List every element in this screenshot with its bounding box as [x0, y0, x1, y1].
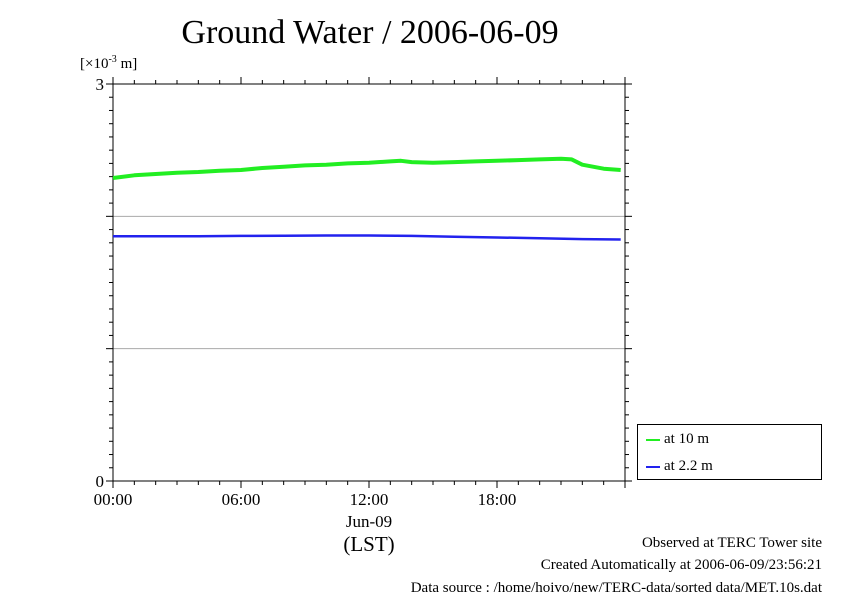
x-tick-label: 00:00: [94, 490, 133, 509]
series-line-1: [113, 234, 621, 241]
x-axis-label: (LST): [343, 532, 394, 556]
footer-site: Observed at TERC Tower site: [641, 535, 822, 551]
y-tick-label: 3: [96, 75, 105, 94]
y-axis-unit: [×10-3 m]: [80, 54, 138, 72]
legend-label-10m: at 10 m: [664, 431, 709, 447]
legend-item-10m: at 10 m: [646, 431, 709, 448]
plot-frame: [112, 83, 626, 482]
y-tick-label: 0: [96, 472, 105, 491]
footer-created: Created Automatically at 2006-06-09/23:5…: [540, 557, 822, 573]
legend-item-2-2m: at 2.2 m: [646, 458, 713, 475]
legend-label-2-2m: at 2.2 m: [664, 458, 713, 474]
x-date-label: Jun-09: [346, 512, 392, 531]
legend-swatch-10m: [646, 438, 660, 441]
chart-title: Ground Water / 2006-06-09: [181, 14, 559, 51]
x-tick-label: 12:00: [350, 490, 389, 509]
x-tick-label: 18:00: [478, 490, 517, 509]
legend: at 10 m at 2.2 m: [637, 424, 822, 480]
x-tick-label: 06:00: [222, 490, 261, 509]
legend-swatch-2-2m: [646, 465, 660, 468]
series-line-0: [112, 156, 621, 180]
footer-source: Data source : /home/hoivo/new/TERC-data/…: [410, 580, 822, 596]
